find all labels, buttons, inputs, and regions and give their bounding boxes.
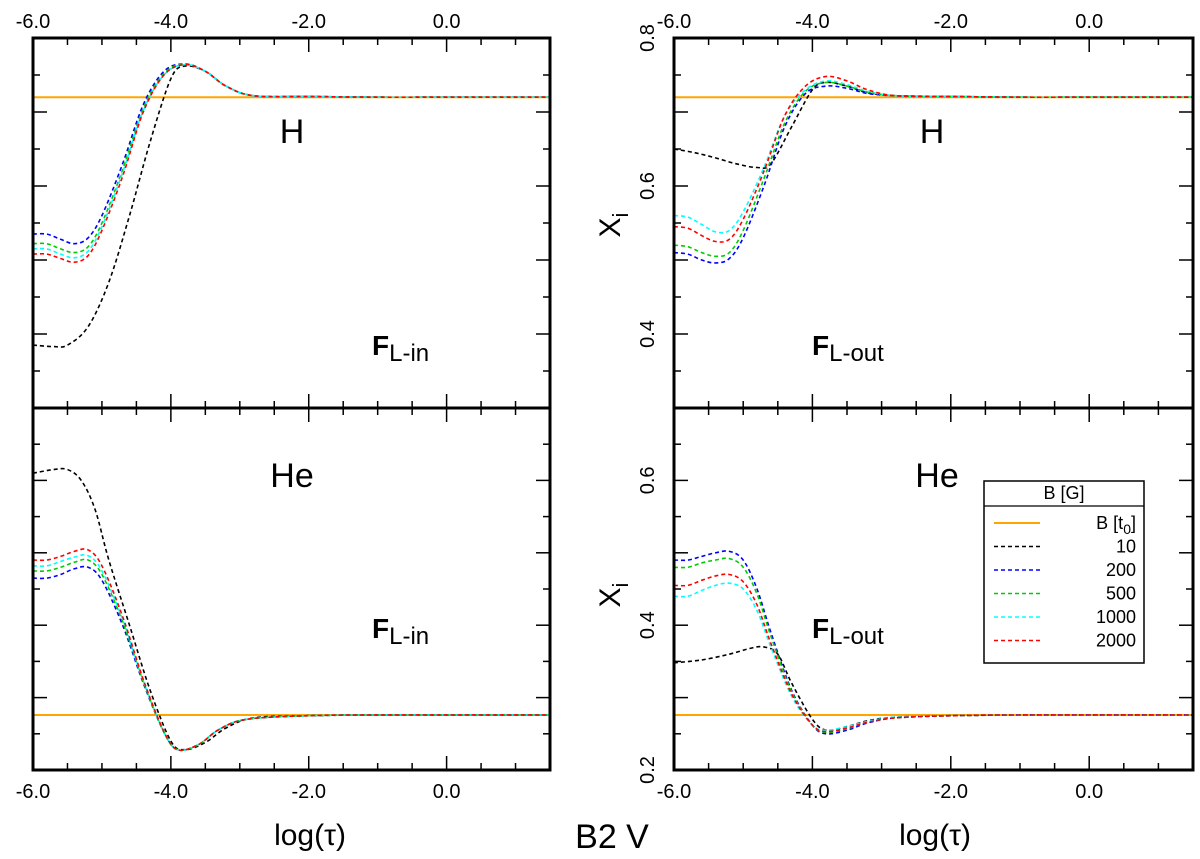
panel-top-left-h-l-in: -6.0 -4.0 -2.0 0.0 bbox=[16, 11, 552, 410]
legend-entry: 500 bbox=[994, 584, 1136, 604]
legend-entry: 1000 bbox=[994, 607, 1136, 627]
flux-label-sub: L-in bbox=[389, 623, 429, 650]
y-tick-label: 0.4 bbox=[637, 320, 659, 348]
legend-entry: 10 bbox=[994, 537, 1136, 557]
legend-box bbox=[983, 480, 1145, 664]
y-axis-label-text: X bbox=[594, 587, 627, 607]
series-group bbox=[674, 75, 1193, 264]
y-axis-label-sub: i bbox=[608, 583, 633, 588]
series-group bbox=[33, 63, 550, 348]
panel-bottom-right-he-l-out: -6.0 -4.0 -2.0 0.0 0.2 0.4 0.6 bbox=[637, 406, 1195, 803]
series-line-500 bbox=[33, 63, 550, 254]
x-tick-label-top: 0.0 bbox=[433, 11, 461, 33]
series-line-200 bbox=[33, 63, 550, 245]
legend-label: B [t0] bbox=[1096, 513, 1136, 537]
series-line-2000 bbox=[33, 63, 550, 264]
series-line-500 bbox=[674, 81, 1193, 258]
legend-label: 200 bbox=[1106, 560, 1136, 580]
x-tick-label-bottom: -4.0 bbox=[795, 781, 829, 803]
x-tick-label-top: -2.0 bbox=[291, 11, 325, 33]
flux-label-sub: L-out bbox=[829, 340, 884, 367]
series-line-10 bbox=[33, 467, 550, 751]
panel-bottom-left-he-l-in: -6.0 -4.0 -2.0 0.0 bbox=[16, 406, 552, 803]
series-line-1000 bbox=[33, 63, 550, 259]
series-line-1000 bbox=[674, 79, 1193, 234]
legend-label: 2000 bbox=[1096, 631, 1136, 651]
x-tick-label-top: -2.0 bbox=[934, 11, 968, 33]
series-line-1000 bbox=[674, 582, 1193, 731]
panel-frame bbox=[31, 36, 552, 410]
x-axis-label-right: log(τ) bbox=[899, 819, 971, 852]
x-tick-label-top: 0.0 bbox=[1075, 11, 1103, 33]
y-axis-label-top: Xi bbox=[594, 213, 633, 238]
series-line-10 bbox=[674, 81, 1193, 169]
x-tick-label-bottom: 0.0 bbox=[1075, 781, 1103, 803]
flux-label-f: F bbox=[812, 330, 829, 361]
panel-frame bbox=[672, 36, 1195, 410]
legend-label: 500 bbox=[1106, 584, 1136, 604]
x-tick-label-top: -4.0 bbox=[795, 11, 829, 33]
series-group bbox=[33, 467, 550, 752]
flux-label-f: F bbox=[812, 613, 829, 644]
y-tick-label: 0.6 bbox=[637, 466, 659, 494]
x-tick-label-bottom: 0.0 bbox=[433, 781, 461, 803]
flux-label-top-left: FL-in bbox=[372, 330, 429, 367]
flux-label-top-right: FL-out bbox=[812, 330, 884, 367]
legend-entry: 200 bbox=[994, 560, 1136, 580]
legend: B [G] B [t0]10 200 500 1000 2000 bbox=[983, 480, 1145, 664]
flux-label-sub: L-out bbox=[829, 623, 884, 650]
panel-top-right-h-l-out: -6.0 -4.0 -2.0 0.0 0.4 0.6 0.8 bbox=[637, 11, 1195, 410]
legend-entry: 2000 bbox=[994, 631, 1136, 651]
x-tick-label-bottom: -2.0 bbox=[934, 781, 968, 803]
x-tick-label-top: -4.0 bbox=[154, 11, 188, 33]
x-axis-label-left: log(τ) bbox=[274, 819, 346, 852]
legend-title: B [G] bbox=[1043, 483, 1084, 503]
flux-label-bottom-left: FL-in bbox=[372, 613, 429, 650]
y-axis-label-text: X bbox=[594, 217, 627, 237]
series-line-2000 bbox=[674, 573, 1193, 733]
x-tick-label-bottom: -6.0 bbox=[16, 781, 50, 803]
flux-label-bottom-right: FL-out bbox=[812, 613, 884, 650]
legend-entry: B [t0] bbox=[994, 513, 1136, 537]
y-tick-label: 0.4 bbox=[637, 611, 659, 639]
y-tick-label: 0.6 bbox=[637, 172, 659, 200]
series-line-200 bbox=[674, 85, 1193, 264]
series-line-2000 bbox=[33, 548, 550, 752]
flux-label-sub: L-in bbox=[389, 340, 429, 367]
element-label-h-left: H bbox=[280, 113, 305, 151]
series-line-500 bbox=[33, 558, 550, 752]
flux-label-f: F bbox=[372, 613, 389, 644]
figure-title: B2 V bbox=[575, 818, 649, 856]
series-group bbox=[674, 550, 1193, 735]
x-tick-label-bottom: -2.0 bbox=[291, 781, 325, 803]
flux-label-f: F bbox=[372, 330, 389, 361]
y-tick-label: 0.8 bbox=[637, 24, 659, 52]
y-axis-label-sub: i bbox=[608, 213, 633, 218]
legend-entries: B [t0]10 200 500 1000 2000 bbox=[994, 513, 1136, 651]
legend-label: 10 bbox=[1116, 537, 1136, 557]
element-label-he-left: He bbox=[270, 457, 313, 495]
x-tick-label-top: -6.0 bbox=[16, 11, 50, 33]
legend-label: 1000 bbox=[1096, 607, 1136, 627]
y-axis-label-bottom: Xi bbox=[594, 583, 633, 608]
x-tick-label-bottom: -4.0 bbox=[154, 781, 188, 803]
y-tick-label: 0.2 bbox=[637, 756, 659, 784]
element-label-h-right: H bbox=[920, 113, 945, 151]
x-tick-label-bottom: -6.0 bbox=[657, 781, 691, 803]
element-label-he-right: He bbox=[915, 457, 958, 495]
x-tick-label-top: -6.0 bbox=[657, 11, 691, 33]
